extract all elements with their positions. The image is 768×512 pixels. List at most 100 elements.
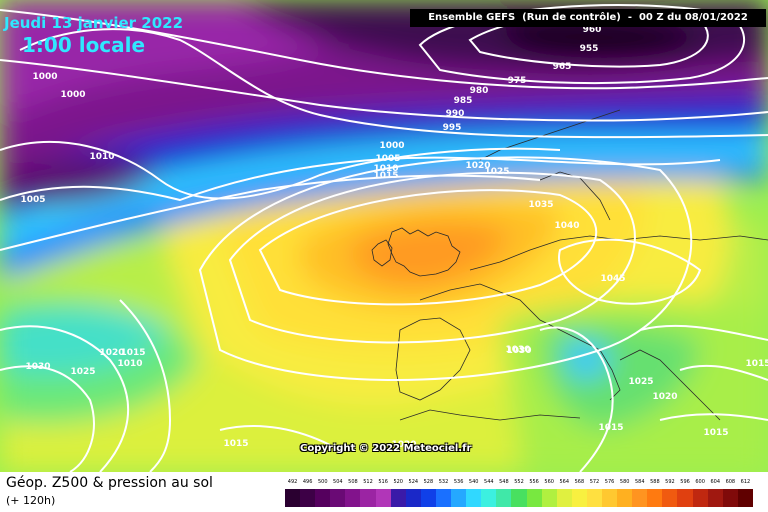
forecast-date: Jeudi 13 janvier 2022 (4, 14, 184, 32)
isobar-label: 1015 (373, 171, 398, 181)
scale-label: 504 (333, 479, 343, 485)
scale-swatch (451, 489, 467, 507)
isobar-labels: 970 960 955 965 975 980 985 990 995 1000… (20, 25, 768, 450)
scale-label: 576 (604, 479, 615, 485)
scale-label: 572 (589, 479, 600, 485)
isobar-label: 1000 (32, 72, 57, 82)
isobar-label: 1025 (484, 167, 509, 177)
scale-label: 596 (680, 479, 690, 485)
scale-label: 588 (650, 479, 660, 485)
isobar-label: 990 (446, 109, 465, 119)
scale-label: 600 (695, 479, 705, 485)
scale-swatch (345, 489, 361, 507)
isobar-label: 1030 (505, 345, 530, 355)
run-info-banner: Ensemble GEFS (Run de contrôle) - 00 Z d… (410, 9, 766, 27)
scale-swatch (571, 489, 587, 507)
scale-label: 524 (408, 479, 419, 485)
scale-label: 532 (438, 479, 449, 485)
scale-swatch (315, 489, 331, 507)
isobar-label: 1020 (652, 392, 677, 402)
isobar-label: 1045 (600, 274, 625, 284)
isobar-label: 1015 (120, 348, 145, 358)
isobar-label: 1000 (60, 90, 85, 100)
isobar-label: 1030 (25, 362, 50, 372)
scale-swatch (511, 489, 527, 507)
isobar-label: 960 (583, 25, 602, 35)
scale-labels: 492 496 500 504 508 512 516 520 524 528 532 536 540 5… (285, 479, 753, 489)
isobar-label: 980 (470, 86, 489, 96)
isobar-label: 1040 (554, 221, 579, 231)
scale-label: 548 (499, 479, 509, 485)
scale-label: 556 (529, 479, 539, 485)
scale-swatch (617, 489, 633, 507)
isobar-label: 1010 (373, 164, 398, 174)
isobar-label: 1020 (99, 348, 124, 358)
scale-swatch (300, 489, 316, 507)
isobar-label: 995 (443, 123, 462, 133)
isobar-label: 1010 (117, 359, 142, 369)
isobar-label: 1025 (70, 367, 95, 377)
scale-label: 580 (619, 479, 630, 485)
scale-label: 560 (544, 479, 554, 485)
scale-swatch (556, 489, 572, 507)
scale-label: 508 (348, 479, 358, 485)
color-bands (0, 0, 768, 472)
isobar-label: 985 (454, 96, 473, 106)
isobar-label: 1035 (528, 200, 553, 210)
forecast-local-time: 1:00 locale (22, 33, 146, 57)
scale-label: 492 (287, 479, 298, 485)
scale-swatch (677, 489, 693, 507)
scale-swatch (405, 489, 421, 507)
lead-time: (+ 120h) (6, 494, 56, 507)
scale-swatch (662, 489, 678, 507)
isobars (0, 4, 768, 472)
isobar-label: 1015 (223, 439, 248, 449)
scale-swatch (586, 489, 602, 507)
scale-swatch (435, 489, 452, 507)
scale-swatch (360, 489, 376, 507)
isobar-label: 1020 (465, 161, 490, 171)
isobar-label: 975 (508, 76, 527, 86)
isobar-label: 1025 (628, 377, 653, 387)
scale-swatch (722, 489, 738, 507)
scale-swatch (481, 489, 497, 507)
scale-label: 604 (710, 479, 721, 485)
isobar-label: 955 (580, 44, 599, 54)
scale-label: 544 (484, 479, 494, 485)
scale-label: 528 (423, 479, 434, 485)
scale-swatch (692, 489, 708, 507)
scale-swatch (526, 489, 542, 507)
isobar-label: 1005 (20, 195, 45, 205)
copyright-notice: Copyright © 2022 Meteociel.fr (300, 443, 472, 454)
scale-swatch (496, 489, 512, 507)
forecast-map: 970 960 955 965 975 980 985 990 995 1000… (0, 0, 768, 472)
legend-footer: Géop. Z500 & pression au sol (+ 120h) 49… (0, 472, 768, 512)
scale-swatch (390, 489, 406, 507)
scale-swatch (466, 489, 482, 507)
isobar-label: 1020 (391, 440, 416, 450)
scale-label: 612 (740, 479, 751, 485)
scale-label: 496 (302, 479, 313, 485)
scale-swatch (285, 489, 301, 507)
scale-swatch (330, 489, 346, 507)
geopotential-field: 970 960 955 965 975 980 985 990 995 1000… (0, 0, 768, 472)
scale-label: 568 (574, 479, 585, 485)
scale-label: 540 (468, 479, 479, 485)
isobar-label: 1015 (703, 428, 728, 438)
scale-label: 584 (634, 479, 645, 485)
scale-swatch (375, 489, 391, 507)
scale-label: 592 (665, 479, 675, 485)
scale-swatch (707, 489, 723, 507)
scale-swatch (632, 489, 648, 507)
isobar-label: 1000 (379, 141, 404, 151)
scale-swatch (647, 489, 663, 507)
isobar-label: 965 (553, 62, 572, 72)
scale-bar (285, 489, 753, 507)
scale-label: 500 (317, 479, 328, 485)
scale-label: 552 (514, 479, 524, 485)
color-scale: 492 496 500 504 508 512 516 520 524 528 532 536 540 5… (285, 475, 753, 509)
isobar-label: 1030 (506, 346, 531, 356)
isobar-label: 1005 (375, 154, 400, 164)
isobar-label: 1015 (745, 359, 768, 369)
